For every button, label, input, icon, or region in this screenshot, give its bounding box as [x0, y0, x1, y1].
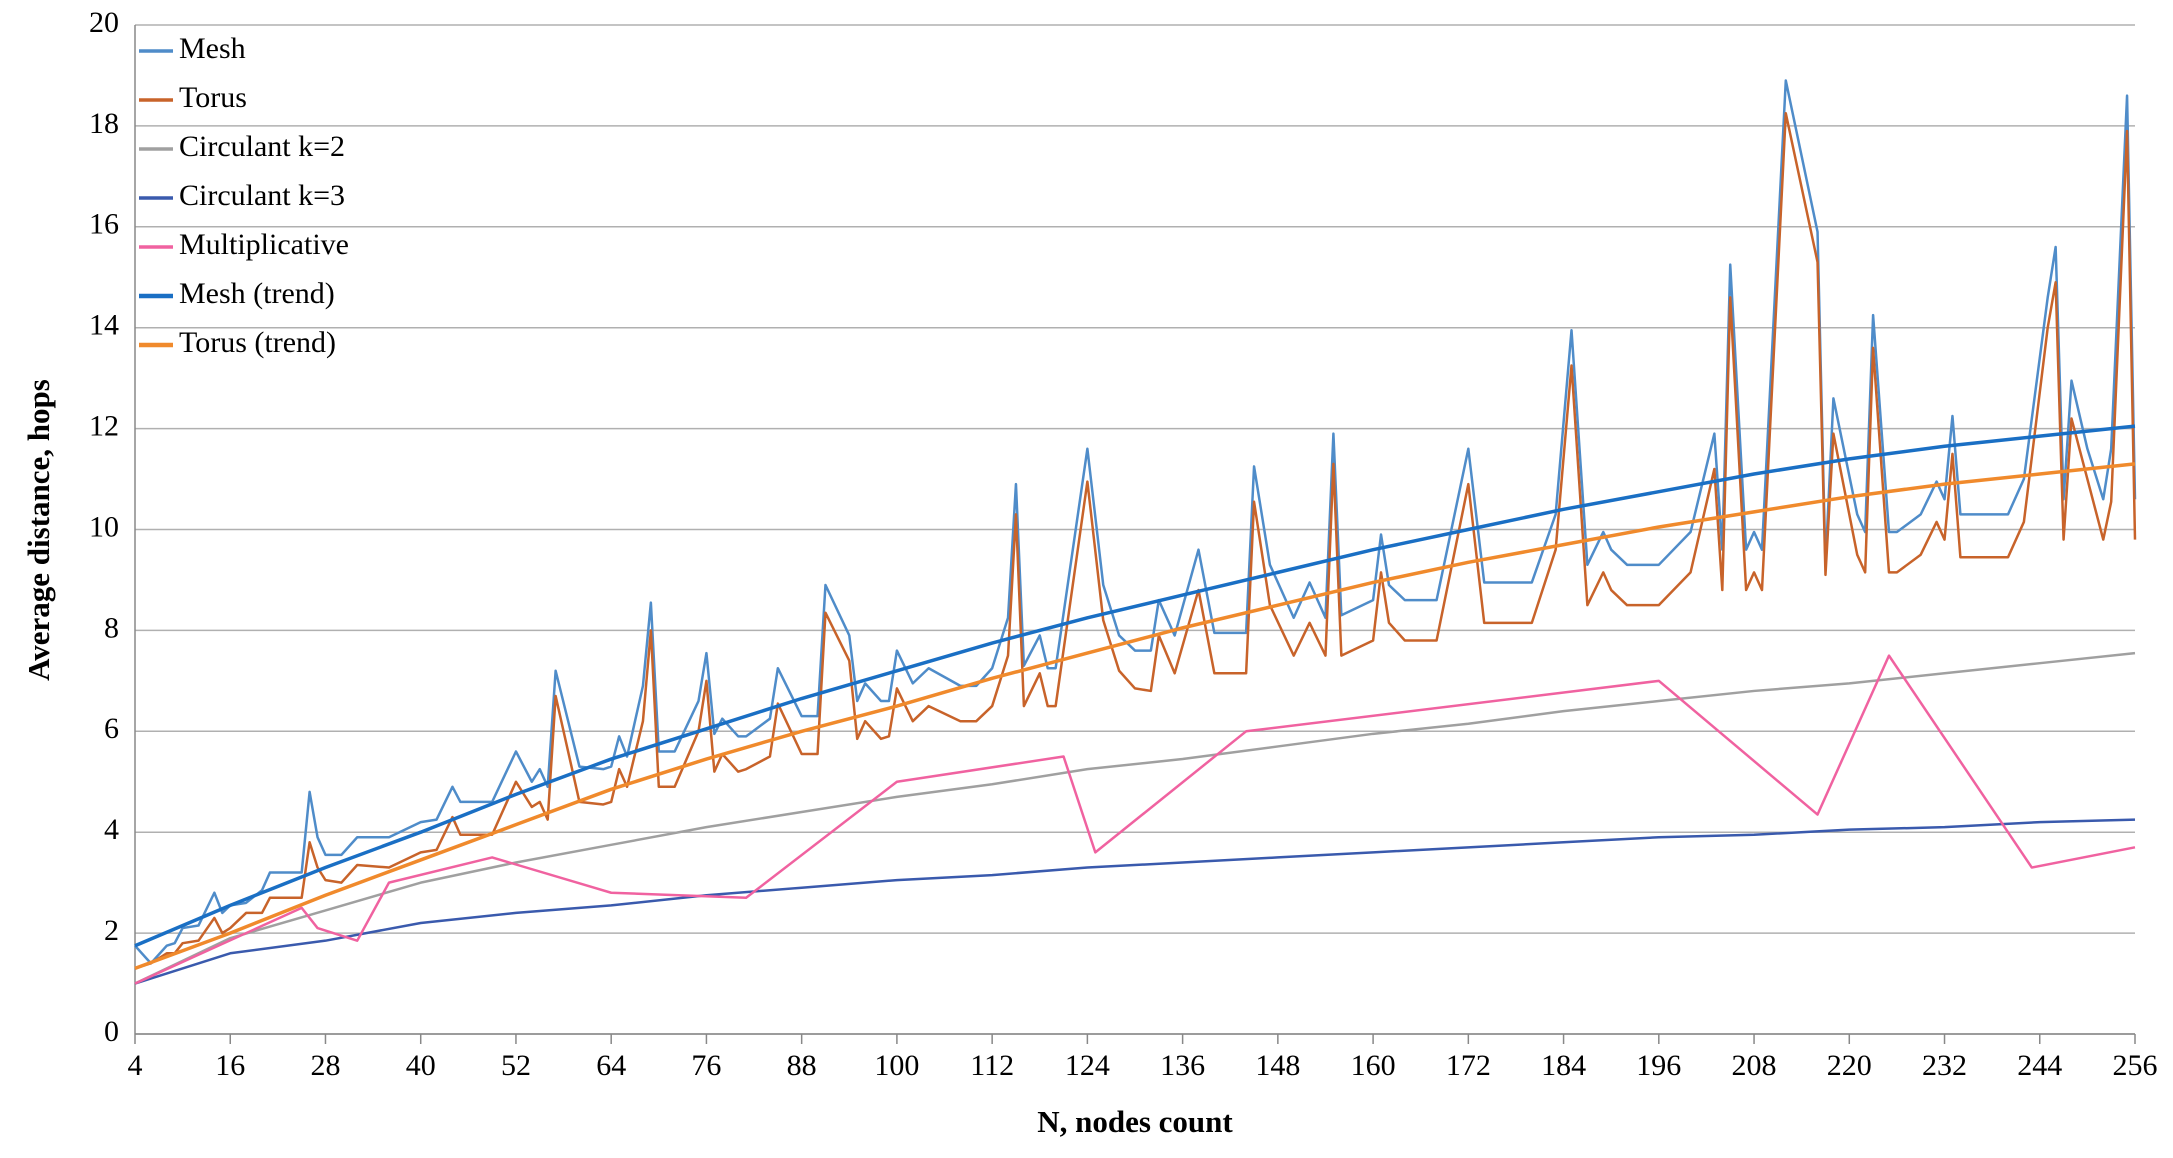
x-tick-label: 100 [874, 1049, 919, 1082]
series-line [134, 462, 2136, 971]
y-tick-label: 0 [104, 1015, 119, 1048]
x-tick-label: 196 [1636, 1049, 1681, 1082]
y-tick-label: 20 [89, 6, 119, 39]
legend-label: Multiplicative [179, 228, 349, 261]
x-tick-label: 112 [970, 1049, 1014, 1082]
y-tick-label: 12 [89, 409, 119, 442]
x-tick-label: 208 [1732, 1049, 1777, 1082]
y-tick-label: 14 [89, 309, 119, 342]
legend-label: Mesh (trend) [179, 277, 335, 310]
legend-label: Torus [179, 81, 247, 114]
series-line [134, 818, 2136, 985]
series-line [134, 651, 2136, 985]
series-line [134, 654, 2136, 985]
x-tick-label: 232 [1922, 1049, 1967, 1082]
x-tick-label: 136 [1160, 1049, 1205, 1082]
x-tick-label: 64 [596, 1049, 626, 1082]
x-tick-label: 16 [215, 1049, 245, 1082]
legend-label: Mesh [179, 32, 246, 65]
y-tick-label: 6 [104, 712, 119, 745]
y-axis-title: Average distance, hops [21, 379, 56, 681]
series-line [134, 424, 2136, 948]
x-tick-label: 184 [1541, 1049, 1586, 1082]
legend-label: Circulant k=2 [179, 130, 345, 163]
legend-label: Torus (trend) [179, 326, 336, 359]
x-tick-label: 76 [691, 1049, 721, 1082]
y-tick-label: 4 [104, 813, 119, 846]
y-tick-label: 8 [104, 611, 119, 644]
x-axis-title: N, nodes count [1037, 1104, 1233, 1139]
y-tick-label: 18 [89, 107, 119, 140]
x-tick-label: 148 [1255, 1049, 1300, 1082]
y-tick-label: 16 [89, 208, 119, 241]
x-tick-label: 88 [787, 1049, 817, 1082]
x-tick-label: 256 [2113, 1049, 2158, 1082]
x-tick-label: 160 [1351, 1049, 1396, 1082]
series-line [134, 112, 2137, 970]
x-tick-label: 4 [128, 1049, 143, 1082]
y-tick-label: 10 [89, 510, 119, 543]
y-tick-label: 2 [104, 914, 119, 947]
x-tick-label: 244 [2017, 1049, 2062, 1082]
x-tick-label: 124 [1065, 1049, 1110, 1082]
x-tick-label: 52 [501, 1049, 531, 1082]
legend-label: Circulant k=3 [179, 179, 345, 212]
x-tick-label: 40 [406, 1049, 436, 1082]
x-tick-label: 28 [310, 1049, 340, 1082]
x-tick-label: 220 [1827, 1049, 1872, 1082]
x-tick-label: 172 [1446, 1049, 1491, 1082]
